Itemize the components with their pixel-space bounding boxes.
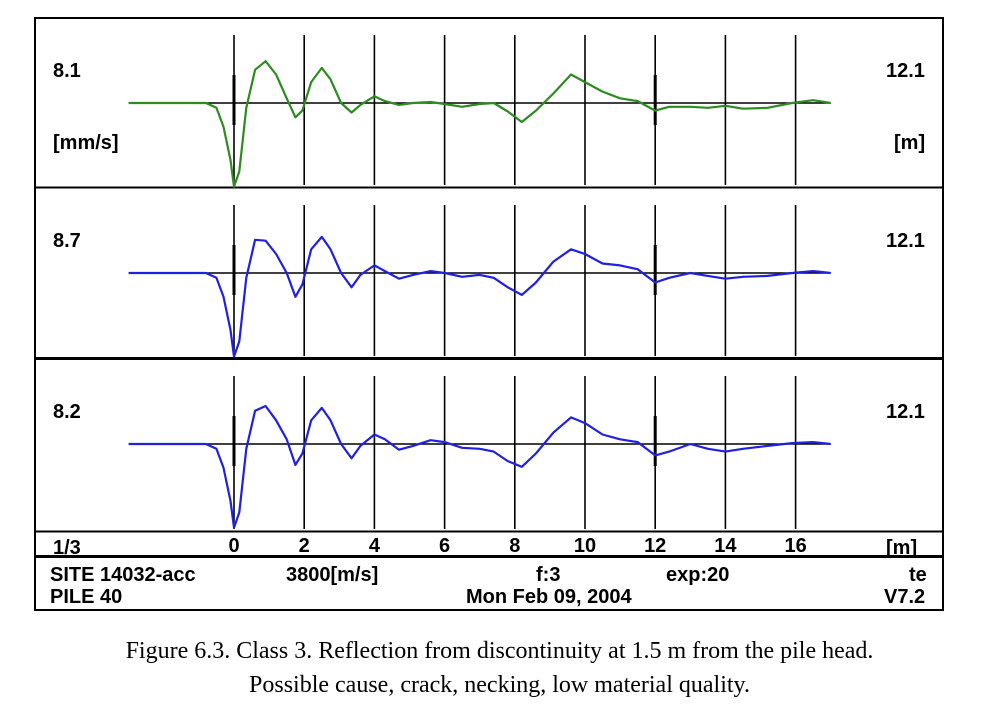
site-label: SITE 14032-acc [50,564,196,586]
x-tick-label-14: 14 [714,535,737,557]
velocity-label: 3800[m/s] [286,564,379,586]
filter-label: f:3 [536,564,561,586]
page-indicator: 1/3 [53,537,81,559]
operator-label: te [909,564,927,586]
pile-integrity-figure: 0 2 4 6 8 10 12 14 16 8.1 [mm/s] 12.1 [m] 8.7 12… [34,17,944,611]
x-tick-label-6: 6 [439,535,450,557]
trace-line-2 [128,235,831,358]
x-tick-label-12: 12 [644,535,666,557]
panel-1-unit-label: [mm/s] [53,132,119,154]
exponent-label: exp:20 [666,564,730,586]
version-label: V7.2 [884,586,926,608]
x-tick-label-4: 4 [369,535,381,557]
x-tick-label-10: 10 [574,535,596,557]
date-label: Mon Feb 09, 2004 [466,586,632,608]
panel-2-length-label: 12.1 [886,230,925,252]
x-tick-label-2: 2 [299,535,310,557]
panel-3-scale-label: 8.2 [53,401,81,423]
axis-unit-label: [m] [886,537,918,559]
pile-label: PILE 40 [50,586,123,608]
panel-1-scale-label: 8.1 [53,60,81,82]
panel-3-length-label: 12.1 [886,401,925,423]
figure-caption-line-1: Figure 6.3. Class 3. Reflection from dis… [125,638,874,664]
x-tick-label-0: 0 [228,535,239,557]
reflectogram-chart: 0 2 4 6 8 10 12 14 16 [36,35,942,558]
trace-line-3 [128,404,831,529]
figure-caption-line-2: Possible cause, crack, necking, low mate… [249,672,750,698]
x-tick-label-16: 16 [784,535,806,557]
x-tick-label-8: 8 [509,535,520,557]
trace-line-1 [128,60,831,188]
panel-1-length-unit-label: [m] [894,132,926,154]
panel-1-length-label: 12.1 [886,60,925,82]
panel-2-scale-label: 8.7 [53,230,81,252]
